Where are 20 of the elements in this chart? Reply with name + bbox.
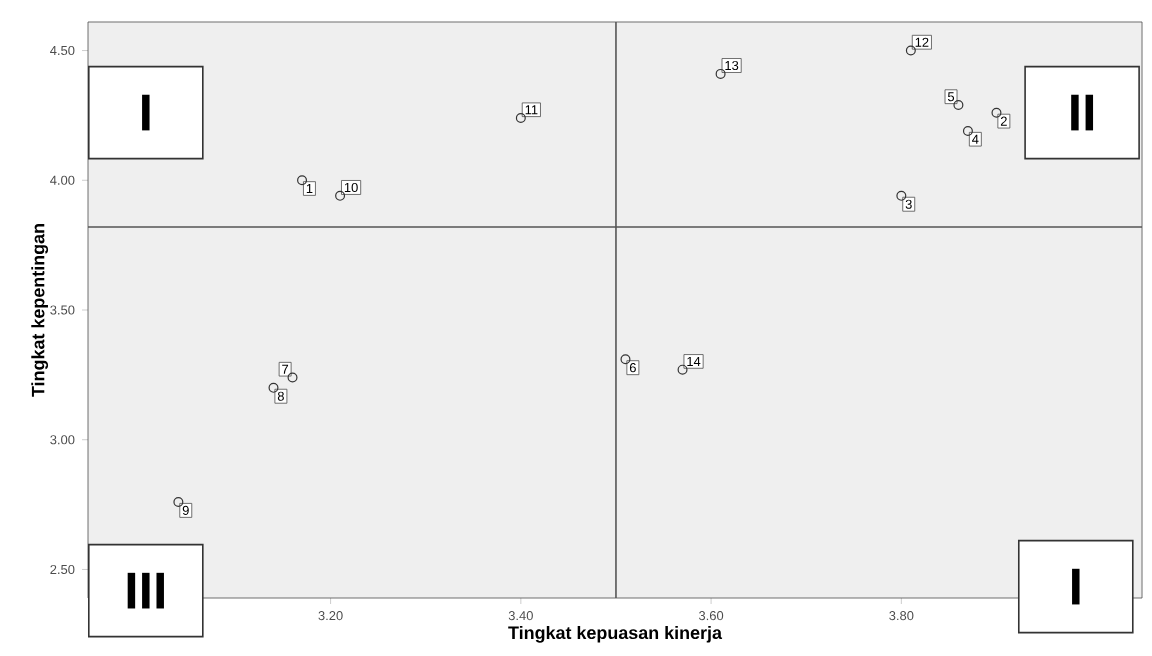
point	[297, 175, 308, 186]
point	[287, 372, 298, 383]
x-axis-title: Tingkat kepuasan kinerja	[508, 625, 723, 643]
point	[715, 68, 726, 79]
annotation: II	[1071, 94, 1094, 131]
y-axis-title: Tingkat kepentingan	[31, 224, 49, 397]
point	[991, 107, 1002, 118]
point	[620, 354, 631, 365]
point	[268, 382, 279, 393]
point	[962, 125, 973, 136]
point	[515, 112, 526, 123]
point	[953, 100, 964, 111]
point	[335, 190, 346, 201]
point	[677, 364, 688, 375]
annotation: I	[142, 94, 150, 131]
annotation: III	[127, 572, 164, 609]
annotation: I	[1072, 568, 1080, 605]
point	[905, 45, 916, 56]
point	[173, 497, 184, 507]
point	[896, 190, 907, 201]
